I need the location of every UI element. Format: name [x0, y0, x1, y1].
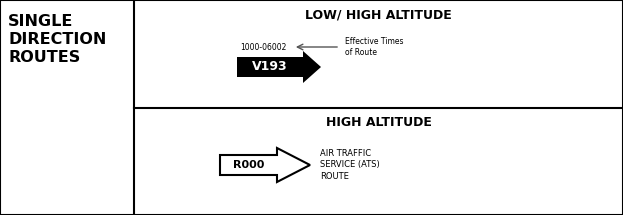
Text: V193: V193 — [252, 60, 288, 74]
Text: 1000-06002: 1000-06002 — [240, 43, 287, 52]
Polygon shape — [237, 51, 321, 83]
Text: Effective Times
of Route: Effective Times of Route — [345, 37, 404, 57]
Text: AIR TRAFFIC
SERVICE (ATS)
ROUTE: AIR TRAFFIC SERVICE (ATS) ROUTE — [320, 149, 380, 181]
Polygon shape — [220, 148, 310, 182]
Text: SINGLE
DIRECTION
ROUTES: SINGLE DIRECTION ROUTES — [8, 14, 107, 65]
Text: R000: R000 — [233, 160, 264, 170]
Text: HIGH ALTITUDE: HIGH ALTITUDE — [326, 115, 431, 129]
Text: LOW/ HIGH ALTITUDE: LOW/ HIGH ALTITUDE — [305, 8, 452, 21]
